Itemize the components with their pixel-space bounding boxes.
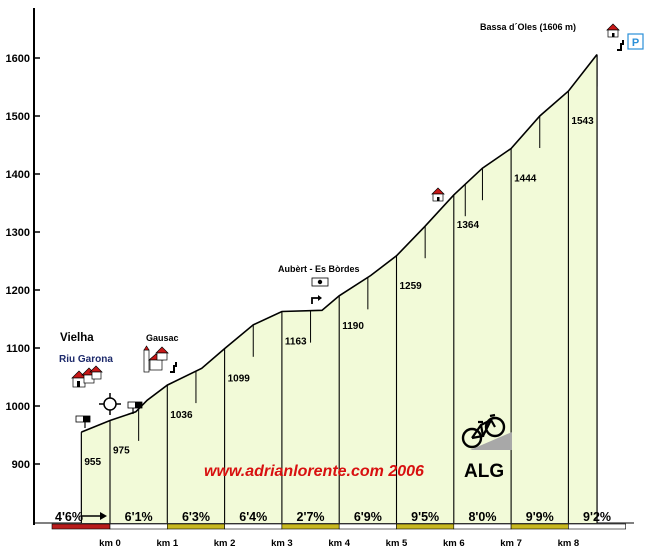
grade-label: 4'6% (55, 510, 83, 524)
profile-area (81, 54, 598, 523)
elevation-label: 1099 (228, 374, 251, 385)
y-tick-label: 1000 (6, 401, 30, 413)
grade-label: 9'2% (583, 510, 611, 524)
grade-label: 6'1% (125, 510, 153, 524)
grade-color-bar (224, 523, 283, 530)
y-axis-ticks: 900 1000 1100 1200 1300 1400 1500 1600 (6, 53, 40, 471)
elevation-profile (80, 54, 598, 523)
church-icon (143, 345, 169, 373)
elevation-label: 1259 (400, 281, 423, 292)
y-tick-label: 1400 (6, 169, 30, 181)
fountain-icon (617, 40, 624, 51)
fountain-icon (170, 362, 177, 373)
grade-color-bar (453, 523, 512, 530)
watermark-text: www.adrianlorente.com 2006 (204, 463, 424, 480)
summit-label: Bassa d´Oles (1606 m) (480, 22, 576, 32)
km-tick-label: km 6 (443, 538, 465, 547)
grade-label: 9'9% (526, 510, 554, 524)
y-tick-label: 1200 (6, 285, 30, 297)
elevation-label: 1543 (571, 116, 594, 127)
svg-text:P: P (632, 37, 639, 49)
traffic-sign-icon (127, 401, 143, 414)
grade-color-bar (396, 523, 455, 530)
km-tick-label: km 3 (271, 538, 293, 547)
roundabout-icon (99, 393, 121, 415)
house-icon (431, 187, 445, 202)
grade-label: 8'0% (468, 510, 496, 524)
roundabout-icon (311, 295, 322, 304)
brand-logo-text: ALG (464, 461, 504, 482)
elevation-label: 1190 (342, 321, 364, 332)
grade-label: 9'5% (411, 510, 439, 524)
elevation-label: 1444 (514, 173, 537, 184)
start-arrow-icon (82, 512, 107, 520)
elevation-label: 1364 (457, 220, 480, 231)
grade-color-bar (281, 523, 340, 530)
place-gausac-label: Gausac (146, 333, 179, 343)
grade-bar: 4'6% 6'1% 6'3% 6'4% 2'7% 6'9% 9'5% 8'0% 9'9% 9'2% (51, 510, 627, 530)
bicycle-icon (461, 413, 512, 450)
elevation-label: 1036 (170, 410, 193, 421)
km-tick-label: km 7 (500, 538, 522, 547)
y-tick-label: 1300 (6, 227, 30, 239)
km-tick-label: km 2 (214, 538, 236, 547)
km-marker-lines (109, 54, 598, 523)
km-tick-label: km 4 (328, 538, 350, 547)
house-icon (606, 23, 620, 38)
y-tick-label: 1600 (6, 53, 30, 65)
km-tick-label: km 8 (558, 538, 580, 547)
parking-icon: P (627, 33, 644, 50)
river-label: Riu Garona (59, 354, 113, 365)
traffic-sign-icon (75, 415, 91, 428)
km-tick-label: km 1 (156, 538, 178, 547)
grade-color-bar (51, 523, 111, 530)
place-vielha-label: Vielha (60, 332, 94, 344)
grade-label: 6'3% (182, 510, 210, 524)
grade-color-bar (510, 523, 569, 530)
grade-color-bar (167, 523, 225, 530)
grade-label: 6'9% (354, 510, 382, 524)
y-tick-label: 900 (12, 459, 30, 471)
elevation-label: 975 (113, 446, 130, 457)
y-tick-label: 1100 (6, 343, 30, 355)
km-axis-labels: km 0 km 1 km 2 km 3 km 4 km 5 km 6 km 7 km 8 (99, 538, 579, 547)
elevation-label: 1163 (285, 336, 307, 347)
km-tick-label: km 0 (99, 538, 121, 547)
grade-color-bar (109, 523, 168, 530)
grade-color-bar (338, 523, 397, 530)
y-tick-label: 1500 (6, 111, 30, 123)
grade-color-bar (568, 523, 627, 530)
grade-label: 2'7% (297, 510, 325, 524)
elevation-labels: 955 975 1036 1099 1163 1190 1259 1364 1444 1543 (84, 116, 594, 468)
place-aubert-label: Aubèrt - Es Bòrdes (278, 264, 360, 274)
km-tick-label: km 5 (386, 538, 408, 547)
traffic-sign-icon (311, 277, 329, 287)
elevation-label: 955 (84, 457, 101, 468)
profile-line (81, 54, 598, 433)
grade-label: 6'4% (239, 510, 267, 524)
house-icon (71, 365, 103, 388)
